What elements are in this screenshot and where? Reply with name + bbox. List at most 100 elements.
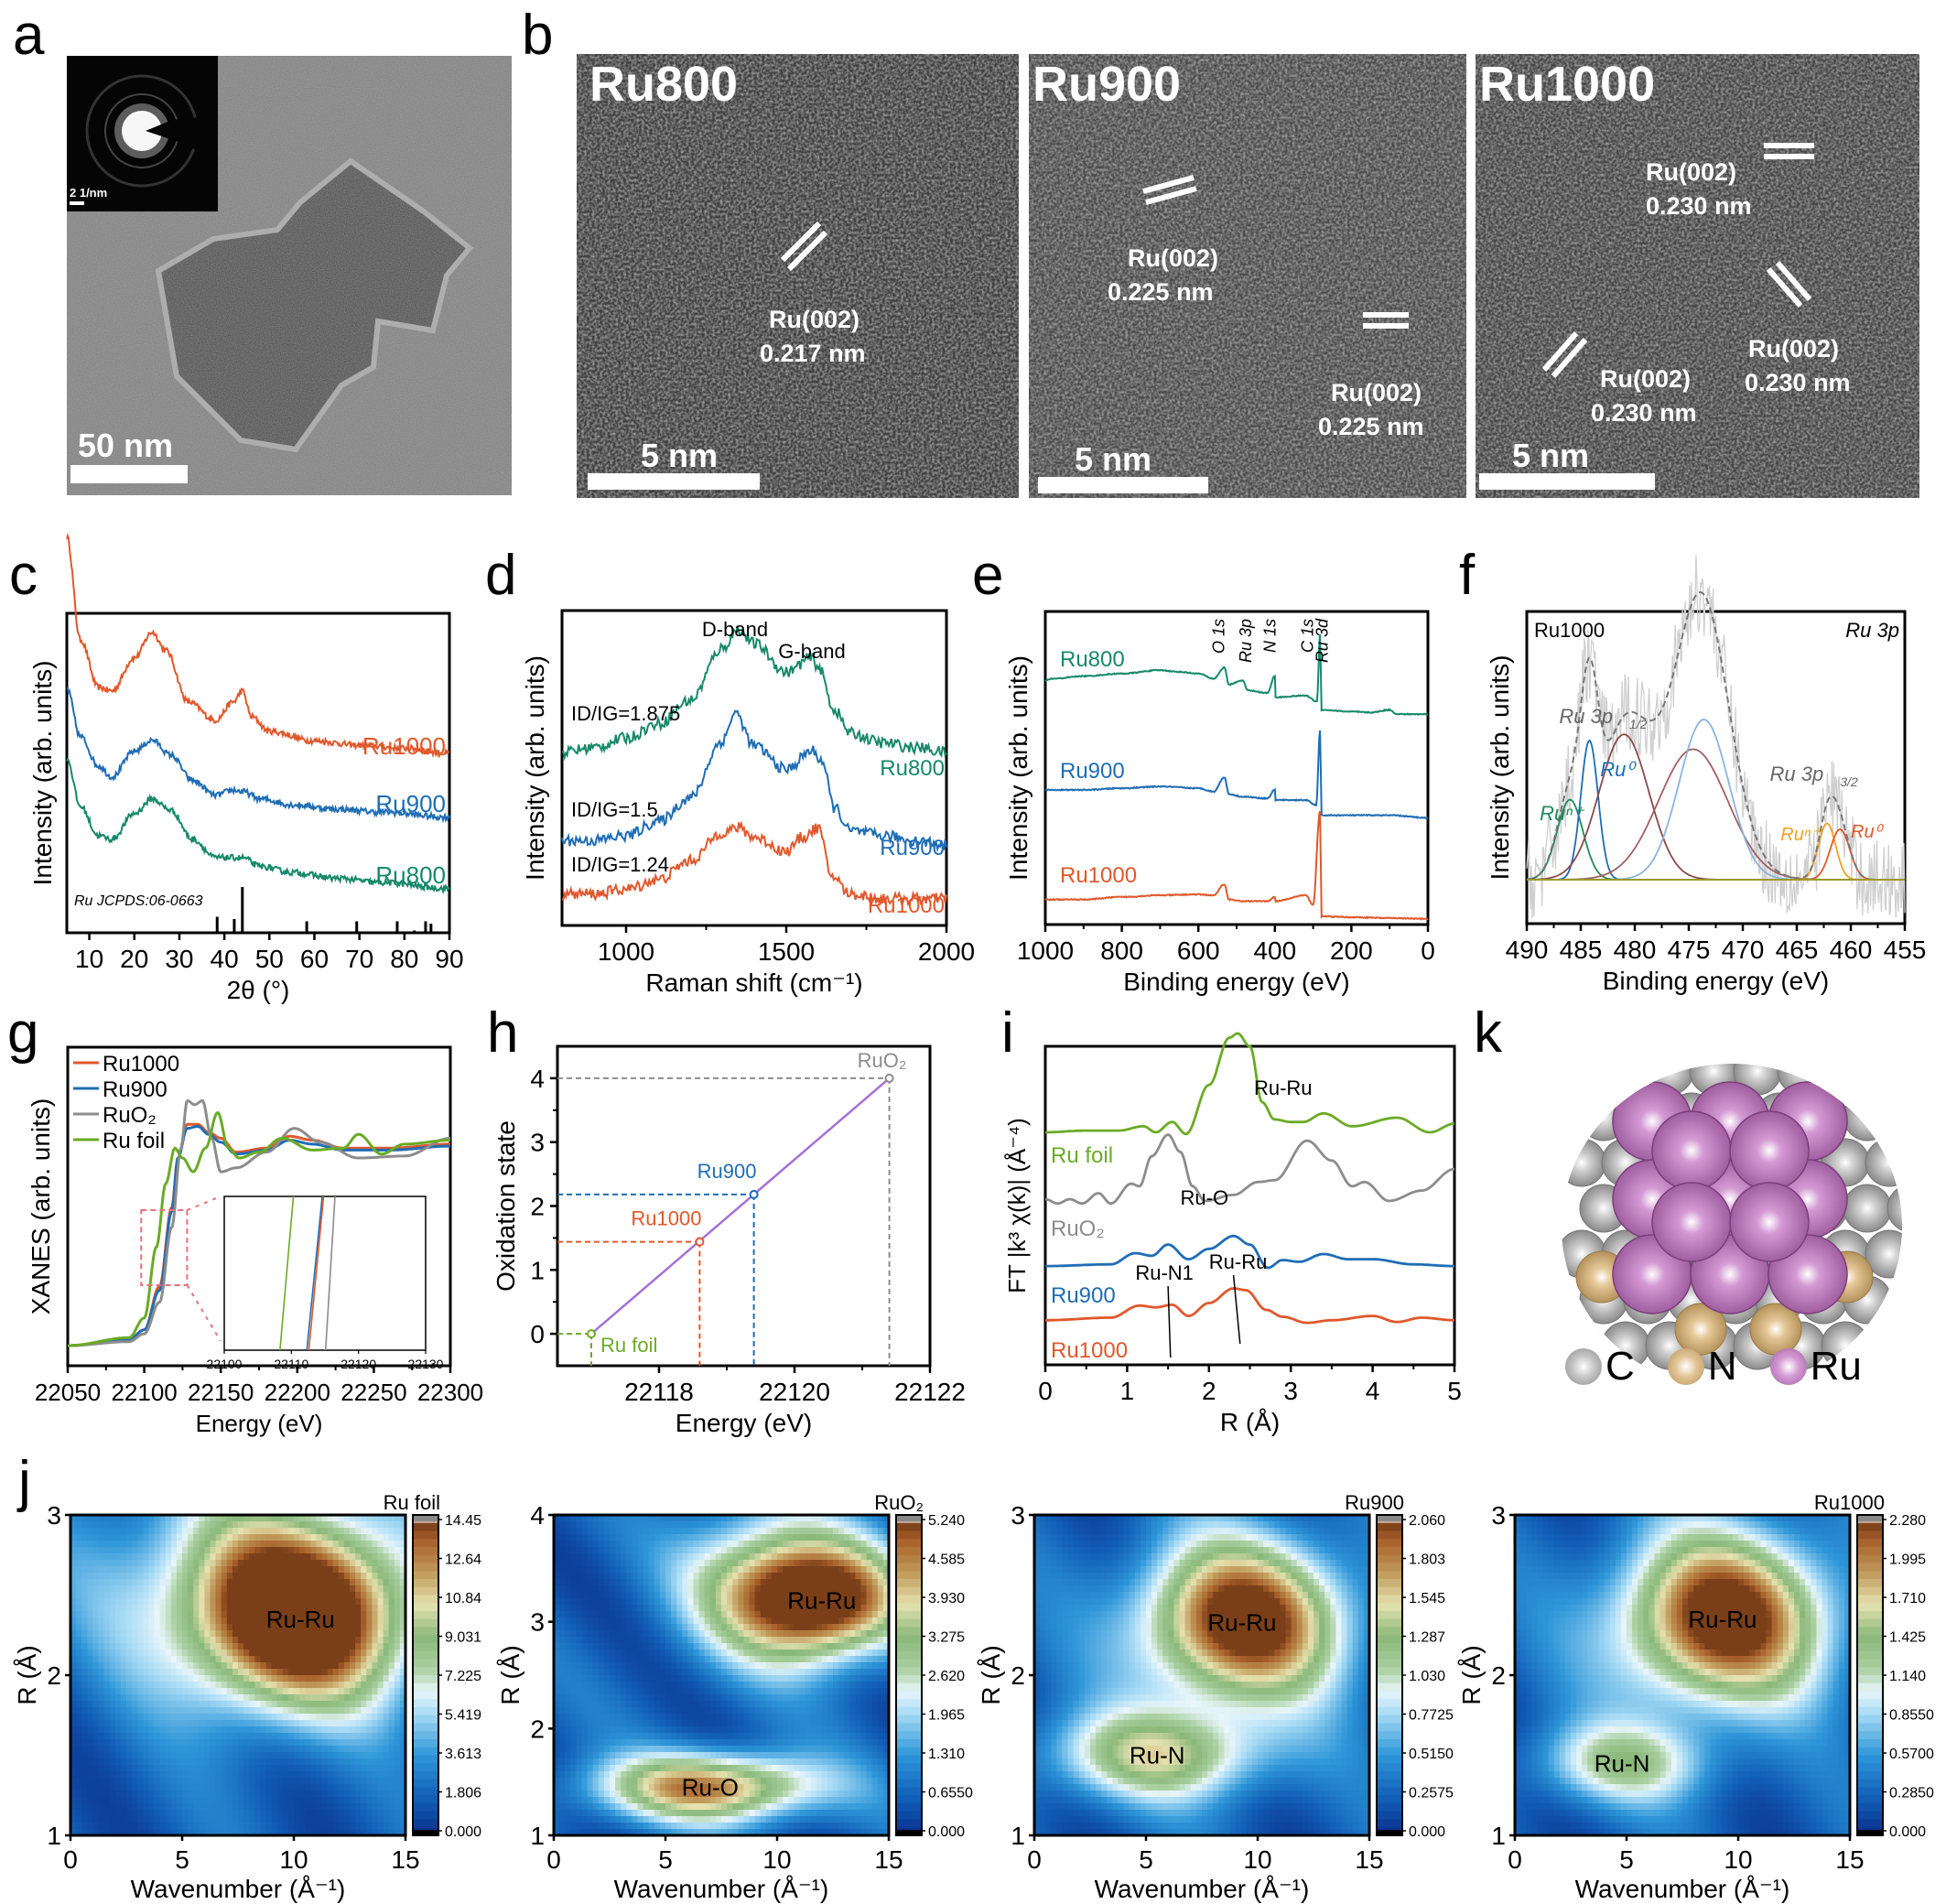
heatmap-cell [626, 1797, 632, 1804]
heatmap-cell [288, 1688, 295, 1695]
heatmap-cell [721, 1688, 728, 1695]
heatmap-cell [350, 1617, 356, 1625]
heatmap-cell [604, 1797, 611, 1804]
heatmap-cell [155, 1720, 161, 1727]
heatmap-cell [121, 1701, 127, 1708]
heatmap-cell [699, 1553, 706, 1561]
heatmap-cell [660, 1707, 666, 1715]
heatmap-cell [339, 1624, 345, 1631]
heatmap-cell [260, 1521, 266, 1529]
heatmap-cell [366, 1662, 373, 1670]
heatmap-cell [570, 1694, 577, 1702]
species-label: Ru⁰ [1851, 822, 1885, 842]
heatmap-cell [615, 1598, 622, 1606]
heatmap-cell [687, 1521, 694, 1529]
heatmap-cell [610, 1739, 616, 1747]
heatmap-cell [288, 1643, 295, 1650]
hrtem-title: Ru900 [1032, 56, 1181, 113]
heatmap-cell [565, 1534, 571, 1542]
heatmap-cell [395, 1694, 401, 1702]
y-tick-label: 2 [47, 1661, 61, 1690]
heatmap-cell [361, 1521, 367, 1529]
heatmap-cell [76, 1547, 82, 1554]
heatmap-cell [232, 1739, 239, 1747]
heatmap-cell [570, 1823, 577, 1830]
heatmap-cell [682, 1534, 688, 1542]
heatmap-cell [137, 1560, 144, 1567]
heatmap-cell [582, 1771, 589, 1779]
heatmap-cell [588, 1585, 594, 1593]
heatmap-cell [643, 1560, 650, 1567]
heatmap-cell [110, 1541, 116, 1548]
heatmap-cell [294, 1547, 300, 1554]
heatmap-cell [166, 1816, 172, 1823]
x-tick-label: 22200 [265, 1379, 330, 1406]
heatmap-cell [171, 1650, 178, 1657]
heatmap-cell [121, 1726, 127, 1734]
heatmap-cell [626, 1816, 632, 1823]
heatmap-cell [665, 1733, 672, 1740]
heatmap-cell [389, 1624, 395, 1631]
heatmap-cell [665, 1547, 672, 1554]
x-tick-label: 22122 [894, 1378, 966, 1406]
x-tick-label: 0 [1038, 1377, 1053, 1405]
heatmap-cell [565, 1816, 571, 1823]
y-tick-label: 3 [47, 1501, 61, 1530]
heatmap-cell [199, 1669, 205, 1676]
heatmap-cell [110, 1617, 116, 1625]
heatmap-cell [344, 1784, 351, 1791]
heatmap-cell [204, 1797, 211, 1804]
heatmap-cell [588, 1662, 594, 1670]
heatmap-cell [104, 1637, 111, 1644]
heatmap-cell [227, 1746, 233, 1753]
heatmap-cell [665, 1771, 672, 1779]
heatmap-cell [155, 1605, 161, 1612]
heatmap-cell [610, 1662, 616, 1670]
heatmap-cell [378, 1701, 384, 1708]
heatmap-cell [76, 1726, 82, 1734]
hrtem-ru900: Ru900 Ru(002) 0.225 nm Ru(002) 0.225 nm … [1029, 54, 1466, 498]
heatmap-cell [389, 1592, 395, 1599]
x-tick-label: 1500 [758, 937, 815, 966]
heatmap-cell [238, 1547, 244, 1554]
heatmap-cell [232, 1534, 239, 1542]
heatmap-cell [143, 1656, 149, 1663]
heatmap-cell [211, 1592, 217, 1599]
heatmap-cell [222, 1585, 228, 1593]
heatmap-cell [350, 1573, 356, 1580]
heatmap-cell [389, 1765, 395, 1772]
heatmap-cell [654, 1669, 661, 1676]
heatmap-cell [188, 1592, 194, 1599]
heatmap-cell [361, 1585, 367, 1593]
heatmap-cell [155, 1528, 161, 1535]
heatmap-cell [687, 1598, 694, 1606]
heatmap-cell [654, 1662, 661, 1670]
heatmap-cell [299, 1553, 306, 1561]
heatmap-cell [366, 1739, 373, 1747]
heatmap-cell [565, 1790, 571, 1798]
heatmap-cell [155, 1650, 161, 1657]
heatmap-cell [576, 1643, 582, 1650]
heatmap-cell [160, 1617, 167, 1625]
heatmap-cell [705, 1803, 711, 1811]
heatmap-cell [626, 1707, 632, 1715]
heatmap-cell [188, 1714, 194, 1721]
heatmap-cell [232, 1585, 239, 1593]
heatmap-cell [188, 1778, 194, 1785]
scale-bar-label: 50 nm [78, 427, 173, 465]
heatmap-cell [283, 1771, 289, 1779]
y-axis-label: Intensity (arb. units) [1486, 655, 1514, 881]
heatmap-cell [132, 1669, 138, 1676]
heatmap-cell [216, 1784, 222, 1791]
heatmap-cell [92, 1733, 99, 1740]
heatmap-cell [576, 1662, 582, 1670]
heatmap-cell [243, 1617, 250, 1625]
heatmap-cell [199, 1758, 205, 1766]
heatmap-cell [283, 1720, 289, 1727]
heatmap-cell [361, 1765, 367, 1772]
x-axis-label: Wavenumber (Å⁻¹) [131, 1875, 346, 1903]
heatmap-cell [615, 1733, 622, 1740]
heatmap-cell [227, 1630, 233, 1638]
heatmap-cell [166, 1662, 172, 1670]
heatmap-cell [378, 1553, 384, 1561]
